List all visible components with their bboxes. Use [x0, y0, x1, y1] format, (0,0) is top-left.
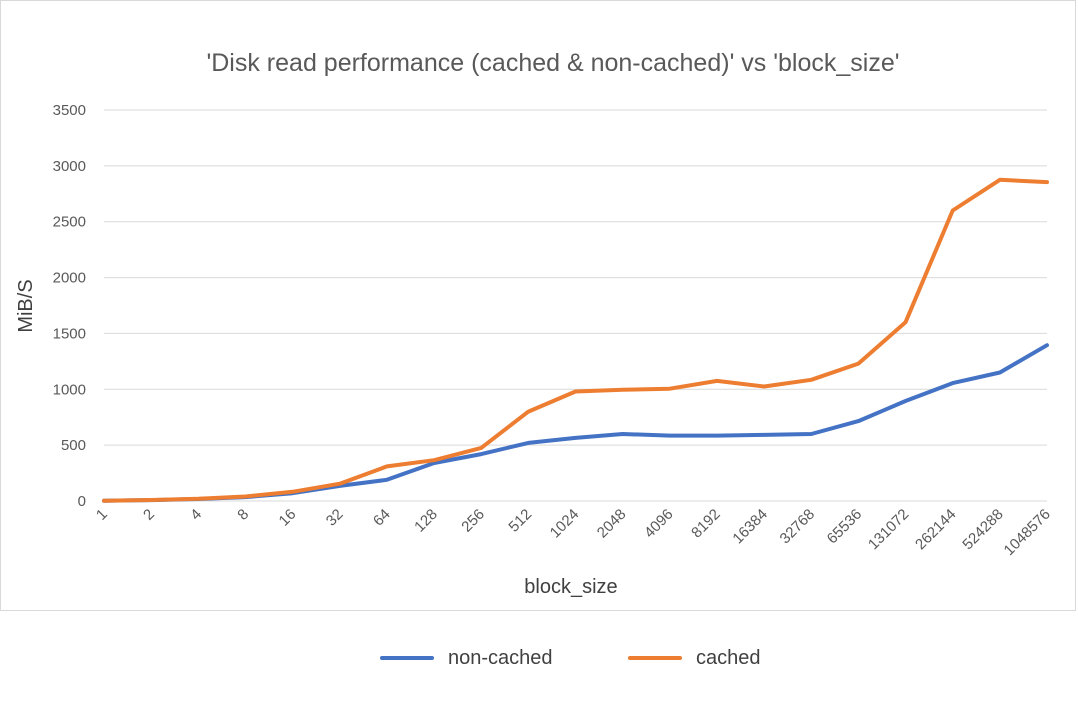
x-tick-label: 32768: [777, 506, 819, 548]
y-axis-title: MiB/S: [15, 279, 37, 332]
x-tick-label: 4096: [641, 506, 677, 542]
legend-label-cached: cached: [696, 646, 761, 669]
legend: non-cached cached: [0, 638, 1078, 678]
x-tick-label: 65536: [824, 506, 866, 548]
y-tick-label: 1000: [53, 381, 86, 398]
legend-item-non-cached: non-cached: [380, 646, 553, 670]
gridlines: [104, 109, 1047, 502]
chart-title: 'Disk read performance (cached & non-cac…: [206, 49, 899, 77]
y-tick-label: 0: [78, 493, 86, 510]
y-tick-label: 3500: [53, 102, 86, 119]
series-line-cached: [102, 177, 1049, 503]
x-tick-label: 4: [187, 506, 205, 524]
chart-frame: 'Disk read performance (cached & non-cac…: [0, 0, 1076, 611]
y-tick-label: 1500: [53, 325, 86, 342]
series-line-non-cached: [102, 343, 1049, 503]
line-chart: 'Disk read performance (cached & non-cac…: [15, 49, 1054, 598]
x-tick-label: 16: [276, 506, 300, 530]
x-tick-label: 8: [234, 506, 252, 524]
y-tick-label: 3000: [53, 158, 86, 175]
series-lines: [102, 177, 1049, 503]
legend-swatch-non-cached: [380, 656, 434, 660]
x-axis-title: block_size: [524, 576, 617, 598]
y-tick-label: 2500: [53, 214, 86, 231]
x-tick-label: 32: [323, 506, 347, 530]
x-tick-label: 131072: [865, 506, 912, 553]
x-tick-label: 128: [411, 506, 441, 536]
x-tick-label: 1048576: [1001, 506, 1054, 559]
x-tick-label: 16384: [729, 506, 771, 548]
legend-swatch-cached: [628, 656, 682, 660]
x-tick-label: 64: [370, 506, 394, 530]
x-tick-label: 256: [458, 506, 488, 536]
y-tick-label: 2000: [53, 270, 86, 287]
x-tick-label: 524288: [959, 506, 1006, 553]
legend-label-non-cached: non-cached: [448, 646, 553, 669]
x-tick-label: 8192: [688, 506, 724, 542]
x-tick-label: 2: [140, 506, 158, 524]
y-tick-label: 500: [61, 437, 86, 454]
y-axis-ticks: 0 500 1000 1500 2000 2500 3000 3500: [53, 102, 86, 510]
x-tick-label: 2048: [594, 506, 630, 542]
x-tick-label: 1: [93, 506, 111, 524]
x-tick-label: 1024: [547, 506, 583, 542]
x-tick-label: 262144: [912, 506, 959, 553]
x-tick-label: 512: [505, 506, 535, 536]
x-axis-ticks: 1 2 4 8 16 32 64 128 256 512 1024 2048 4096 8192 16384…: [93, 506, 1054, 559]
legend-item-cached: cached: [628, 646, 761, 670]
